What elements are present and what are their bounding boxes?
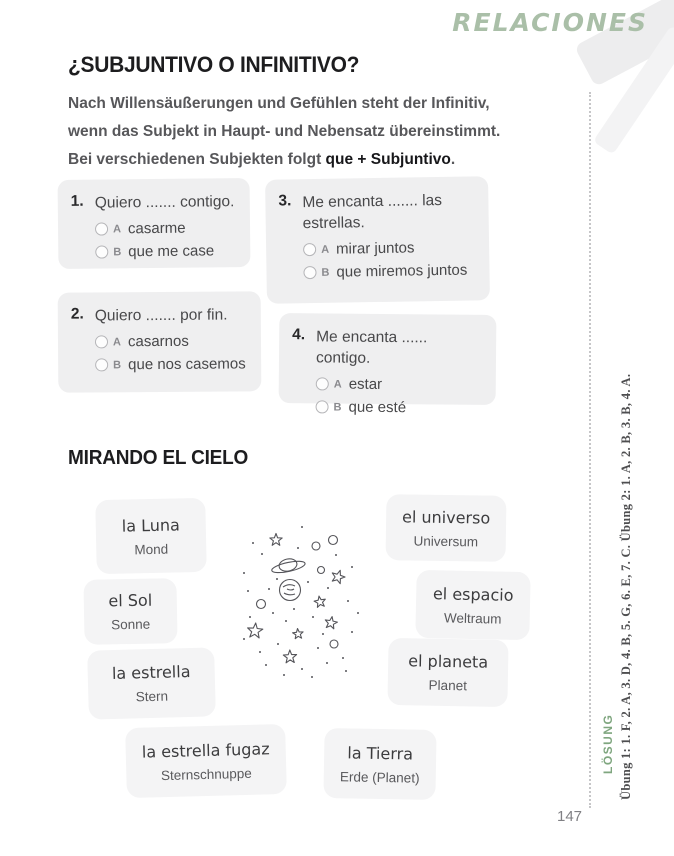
vocab-german: Sonne — [111, 616, 151, 633]
option-b[interactable]: B que nos casemos — [95, 355, 249, 373]
vocab-spanish: la estrella fugaz — [141, 738, 270, 762]
solution-answers: Übung 1: 1. F, 2. A, 3. D, 4. B, 5. G, 6… — [619, 373, 633, 800]
vocab-german: Sternschnuppe — [160, 765, 252, 783]
vocab-german: Planet — [428, 677, 468, 694]
option-b[interactable]: B que esté — [315, 398, 484, 417]
radio-button[interactable] — [95, 358, 109, 372]
question-card-2: 2. Quiero ....... por fin. A casarnos B … — [57, 291, 262, 393]
vocab-german: Erde (Planet) — [339, 768, 420, 786]
question-number: 3. — [278, 192, 292, 210]
vocab-german: Universum — [413, 533, 479, 549]
vocab-card-espacio: el espacio Weltraum — [415, 569, 531, 641]
vocab-german: Weltraum — [443, 609, 502, 627]
option-label: que miremos juntos — [336, 261, 468, 281]
option-a[interactable]: A casarnos — [94, 332, 249, 351]
radio-button[interactable] — [95, 245, 109, 259]
option-label: mirar juntos — [335, 239, 415, 258]
intro-line: wenn das Subjekt in Haupt- und Nebensatz… — [68, 123, 501, 140]
radio-button[interactable] — [315, 400, 329, 414]
question-text: Quiero ....... contigo. — [94, 193, 235, 212]
vocab-spanish: la estrella — [111, 661, 191, 684]
vocab-spanish: el universo — [401, 506, 491, 528]
radio-button[interactable] — [94, 335, 109, 349]
option-b[interactable]: B que miremos juntos — [303, 261, 477, 281]
question-number: 2. — [70, 305, 84, 323]
vocab-card-planeta: el planeta Planet — [387, 637, 509, 708]
question-card-3: 3. Me encanta ....... las estrellas. A m… — [265, 176, 490, 304]
question-text: Me encanta ....... las estrellas. — [302, 191, 443, 233]
option-label: que nos casemos — [128, 355, 246, 374]
vocab-section-title: MIRANDO EL CIELO — [68, 447, 249, 470]
vocab-german: Stern — [135, 688, 169, 705]
option-label: estar — [348, 375, 383, 393]
vocab-spanish: la Luna — [121, 514, 180, 536]
option-letter: B — [333, 401, 342, 414]
option-a[interactable]: A estar — [315, 375, 484, 393]
option-label: que me case — [128, 242, 215, 261]
option-letter: B — [113, 358, 122, 371]
grammar-rule-highlight: que + Subjuntivo — [325, 151, 451, 168]
option-label: casarme — [127, 219, 186, 238]
option-letter: A — [333, 378, 342, 391]
option-letter: B — [321, 266, 330, 279]
vocab-card-tierra: la Tierra Erde (Planet) — [323, 728, 437, 800]
vocab-german: Mond — [134, 541, 169, 557]
question-card-4: 4. Me encanta ...... contigo. A estar B … — [278, 313, 497, 416]
question-card-1: 1. Quiero ....... contigo. A casarme B q… — [57, 177, 251, 270]
option-a[interactable]: A casarme — [94, 219, 238, 238]
intro-line: Nach Willensäußerungen und Gefühlen steh… — [68, 95, 490, 112]
vocab-spanish: el planeta — [408, 651, 489, 672]
intro-line: Bei verschiedenen Subjekten folgt que + … — [68, 151, 456, 168]
option-letter: A — [112, 222, 122, 235]
option-b[interactable]: B que me case — [95, 242, 238, 260]
radio-button[interactable] — [94, 222, 109, 236]
vocab-card-luna: la Luna Mond — [95, 497, 207, 575]
question-text: Quiero ....... por fin. — [94, 306, 228, 325]
exercise-intro: Nach Willensäußerungen und Gefühlen steh… — [68, 90, 528, 174]
starfield-illustration — [243, 526, 359, 678]
option-letter: B — [113, 245, 122, 258]
vocab-spanish: la Tierra — [347, 742, 414, 764]
vocab-card-sol: el Sol Sonne — [83, 578, 178, 645]
question-number: 1. — [70, 192, 84, 210]
solution-divider-line — [589, 92, 591, 808]
chapter-brand: RELACIONES — [452, 8, 648, 37]
question-text: Me encanta ...... contigo. — [315, 328, 428, 367]
page-number: 147 — [557, 808, 583, 825]
vocab-card-estrella-fugaz: la estrella fugaz Sternschnuppe — [125, 723, 287, 799]
vocab-spanish: el espacio — [432, 583, 514, 605]
option-a[interactable]: A mirar juntos — [303, 238, 477, 258]
vocab-card-estrella: la estrella Stern — [87, 647, 216, 720]
question-number: 4. — [292, 326, 306, 344]
option-letter: A — [112, 335, 121, 348]
radio-button[interactable] — [303, 242, 317, 257]
option-letter: A — [321, 243, 330, 256]
vocab-card-universo: el universo Universum — [385, 494, 507, 562]
solution-label: LÖSUNG — [601, 713, 615, 774]
radio-button[interactable] — [303, 265, 317, 280]
page-title: ¿SUBJUNTIVO O INFINITIVO? — [68, 53, 360, 78]
vocab-spanish: el Sol — [108, 590, 153, 611]
radio-button[interactable] — [315, 377, 329, 391]
option-label: casarnos — [127, 332, 189, 351]
option-label: que esté — [348, 398, 407, 417]
